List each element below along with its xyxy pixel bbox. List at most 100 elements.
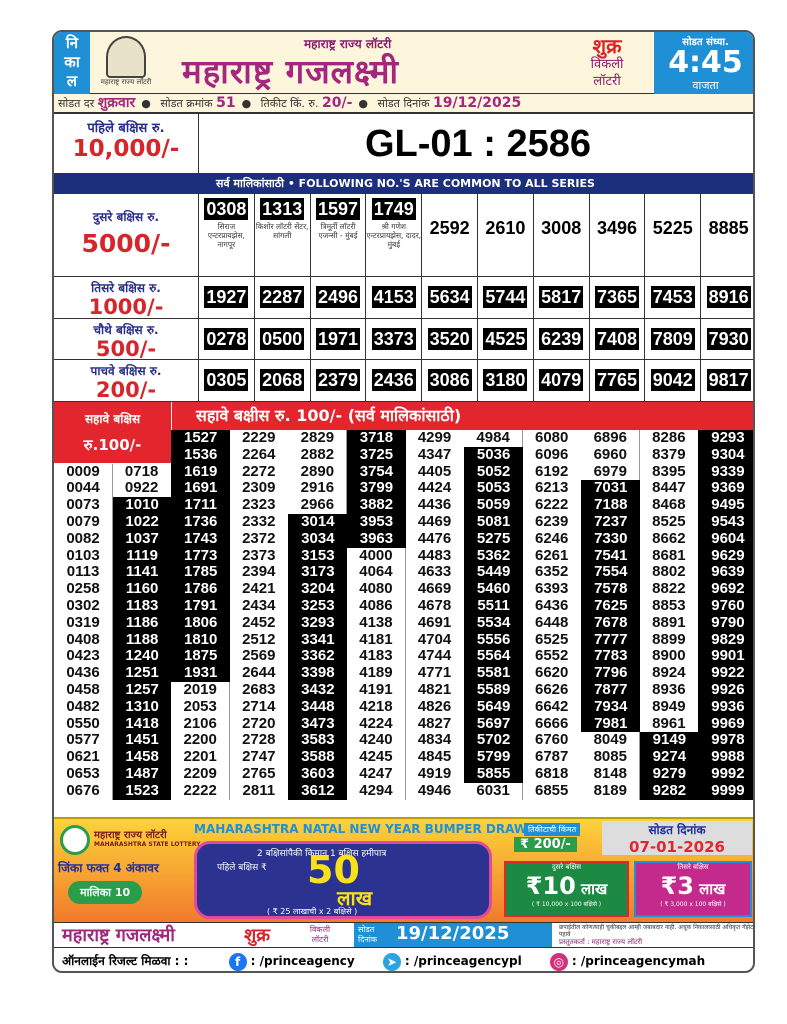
- bumper-date: 07-01-2026: [629, 838, 725, 856]
- prize-amount: 200/-: [95, 378, 157, 402]
- sixth-prize-number: 3718: [346, 429, 406, 448]
- prize-number-cell: 1749 श्री गणेश एन्टरप्रायझेस, दादर, मुंबई: [366, 194, 423, 277]
- ticket-price: ₹ 200/-: [514, 837, 577, 852]
- sixth-prize-number: 9304: [698, 446, 753, 465]
- sixth-prize-number: 5697: [464, 715, 524, 733]
- draw-time: 4:45: [668, 45, 743, 80]
- footer-title: महाराष्ट्र गजलक्ष्मी: [62, 925, 175, 946]
- ad-first-label: पहिले बक्षिस ₹: [217, 863, 267, 873]
- sixth-prize-number: 5449: [464, 563, 524, 582]
- sixth-prize-number: 1119: [112, 547, 172, 565]
- sixth-prize-number: 3754: [346, 463, 406, 481]
- sixth-prize-number: 9978: [698, 731, 753, 750]
- prize-number-cell: 3496: [589, 194, 646, 277]
- ad-second-label: दुसरे बक्षिस: [551, 863, 582, 871]
- sixth-prize-number: 3173: [288, 563, 348, 582]
- sixth-prize-number: 2200: [171, 731, 231, 750]
- sixth-prize-number: 7877: [581, 681, 641, 700]
- sixth-prize-number: 4247: [346, 765, 406, 784]
- sixth-prize-number: 7678: [581, 614, 641, 633]
- first-prize-title: पहिले बक्षिस रु.: [87, 121, 165, 136]
- sixth-prize-number: 1310: [112, 698, 172, 717]
- facebook-link[interactable]: f: /princeagency: [228, 952, 355, 971]
- sixth-prize-number: 1931: [171, 664, 231, 683]
- sixth-prize-number: 4191: [346, 681, 406, 700]
- telegram-handle: : /princeagencypl: [404, 954, 522, 968]
- sixth-prize-number: 5362: [464, 547, 524, 565]
- prize-number-cell: 2436: [366, 360, 423, 402]
- draw-info-row: सोडत दर शुक्रवार ● सोडत क्रमांक 51 ● तिकीट…: [54, 94, 753, 114]
- agent-name: किशोर लॉटरी सेंटर, सांगली: [255, 222, 309, 240]
- ad-second-unit: लाख: [580, 880, 608, 898]
- prize-number-cell: 7809: [645, 319, 702, 360]
- prize-number-cell: 7453: [645, 277, 702, 319]
- prize-number: 2496: [315, 286, 361, 308]
- sixth-prize-number: 2332: [229, 513, 289, 532]
- ad-logo-sub: MAHARASHTRA STATE LOTTERY: [94, 841, 201, 848]
- sixth-prize-number: 0621: [54, 748, 114, 767]
- telegram-link[interactable]: ➤: /princeagencypl: [382, 952, 522, 971]
- ad-third-note: ( ₹ 3,000 x 100 बक्षिसे ): [660, 901, 726, 908]
- prize-number: 9042: [650, 369, 695, 391]
- ad-headline: MAHARASHTRA NATAL NEW YEAR BUMPER DRAW: [194, 822, 528, 836]
- sixth-prize-table: सहावे बक्षीस रु. 100/- (सर्व मालिकांसाठी…: [54, 402, 753, 817]
- sixth-prize-number: 4189: [346, 664, 406, 683]
- sixth-prize-number: 5534: [464, 614, 524, 633]
- sixth-prize-number: 2966: [288, 496, 348, 515]
- sixth-prize-number: 7578: [581, 580, 641, 599]
- prize-number-cell: 0305: [199, 360, 255, 402]
- prize-number-cell: 3373: [366, 319, 423, 360]
- ad-third-label: तिसरे बक्षिस: [677, 863, 709, 871]
- prize-number: 6239: [539, 328, 584, 350]
- sixth-prize-number: 9495: [698, 496, 753, 515]
- prize-number: 1971: [315, 328, 361, 350]
- prize-number: 3086: [427, 369, 472, 391]
- sixth-prize-number: 2569: [229, 647, 289, 666]
- sixth-prize-number: 8802: [639, 563, 699, 582]
- sixth-prize-number: 7625: [581, 597, 641, 616]
- sixth-prize-number: 8853: [639, 597, 699, 616]
- sixth-prize-number: 1141: [112, 563, 172, 582]
- sixth-prize-number: 6666: [522, 715, 582, 733]
- sixth-prize-number: 7783: [581, 647, 641, 666]
- prize-label: दुसरे बक्षिस रु. 5000/-: [54, 194, 199, 277]
- prize-number: 7365: [594, 286, 640, 308]
- sixth-prize-number: 1806: [171, 614, 231, 633]
- sixth-prize-number: 2890: [288, 463, 348, 481]
- agent-name: त्रिमूर्ती लॉटरी एजन्सी - मुंबई: [318, 222, 358, 240]
- sixth-prize-number: 6192: [522, 463, 582, 481]
- sixth-prize-number: 4834: [405, 731, 465, 750]
- first-prize-row: पहिले बक्षिस रु. 10,000/- GL-01 : 2586: [54, 114, 753, 174]
- sixth-prize-number: 4405: [405, 463, 465, 481]
- prize-number-cell: 5225: [645, 194, 702, 277]
- sixth-prize-number: 2714: [229, 698, 289, 717]
- sixth-prize-number: 1711: [171, 496, 231, 515]
- sixth-prize-number: 2728: [229, 731, 289, 750]
- ad-logo-text: महाराष्ट्र राज्य लॉटरी: [94, 830, 167, 841]
- prize-number-cell: 4525: [478, 319, 534, 360]
- first-prize-label: पहिले बक्षिस रु. 10,000/-: [54, 114, 199, 174]
- ticket-price-label: तिकीटाची किंमत: [524, 823, 581, 836]
- sixth-prize-number: 8085: [581, 748, 641, 767]
- prize-number-cell: 5817: [533, 277, 590, 319]
- sixth-prize-number: 3341: [288, 631, 348, 649]
- sixth-prize-number: 7541: [581, 547, 641, 565]
- sixth-prize-number: 8899: [639, 631, 699, 649]
- sixth-prize-number: 4827: [405, 715, 465, 733]
- header: नि का ल महाराष्ट्र राज्य लॉटरी महाराष्ट्र …: [54, 32, 753, 94]
- sixth-prize-number: 6261: [522, 547, 582, 565]
- sixth-prize-number: 4181: [346, 631, 406, 649]
- sixth-prize-number: 8936: [639, 681, 699, 700]
- instagram-link[interactable]: ◎: /princeagencymah: [549, 952, 705, 971]
- instagram-icon: ◎: [549, 952, 568, 971]
- sixth-prize-number: 9293: [698, 429, 753, 448]
- sixth-prize-number: 0103: [54, 547, 114, 565]
- prize-number-cell: 5634: [422, 277, 478, 319]
- sixth-prize-number: 1785: [171, 563, 231, 582]
- ad-first-amount: 50: [307, 848, 360, 892]
- prize-number-cell: 2496: [310, 277, 367, 319]
- sixth-prize-number: 6525: [522, 631, 582, 649]
- prize-number: 0278: [204, 328, 249, 350]
- sixth-prize-number: 1810: [171, 631, 231, 649]
- bumper-draw-date-box: सोडत दिनांक 07-01-2026: [602, 821, 752, 856]
